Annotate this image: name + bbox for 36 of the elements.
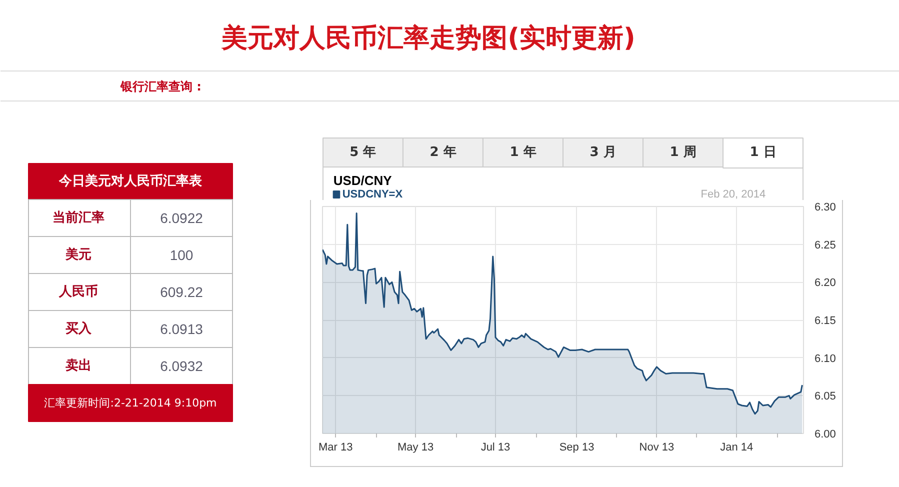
text: 汇率更新时间:2-21-2014 9:10pm [44, 396, 217, 410]
text: 美元对人民币汇率走势图(实时更新) [220, 24, 636, 54]
x-tick-label: Mar 13 [318, 442, 353, 454]
y-tick-label: 6.25 [814, 239, 836, 252]
data-label: 6.0922 [160, 210, 204, 226]
category-label: 卖出 [66, 358, 92, 374]
y-tick-label: 6.00 [814, 428, 836, 440]
x-tick-label: May 13 [398, 442, 434, 454]
text: 5 年 [350, 145, 376, 160]
chart-title: USD/CNY [333, 173, 392, 188]
y-tick-label: 6.15 [814, 315, 836, 327]
x-tick-label: Jul 13 [480, 442, 510, 454]
text: 1 年 [510, 145, 536, 160]
legend-label: USDCNY=X [342, 188, 404, 200]
data-label: 6.0932 [160, 358, 204, 374]
y-tick-label: 6.05 [814, 390, 836, 403]
data-label: 6.0913 [160, 321, 204, 337]
text: 1 周 [670, 145, 696, 160]
text: 今日美元对人民币汇率表 [58, 173, 203, 189]
x-tick-label: Jan 14 [720, 442, 754, 454]
x-tick-label: Nov 13 [639, 442, 674, 454]
text: 银行汇率查询 : [120, 80, 202, 94]
category-label: 美元 [64, 246, 92, 262]
text: 3 月 [590, 145, 616, 160]
category-label: 当前汇率 [52, 210, 104, 226]
y-tick-label: 6.10 [814, 352, 836, 365]
x-tick-label: Sep 13 [559, 442, 594, 454]
category-label: 买入 [66, 320, 92, 336]
text: 2 年 [430, 145, 456, 160]
y-tick-label: 6.30 [814, 202, 836, 214]
category-label: 人民币 [58, 284, 98, 300]
data-label: 100 [170, 247, 194, 263]
text: Feb 20, 2014 [700, 188, 766, 200]
text: 1 日 [750, 145, 776, 160]
data-label: 609.22 [160, 284, 204, 300]
y-tick-label: 6.20 [814, 277, 836, 290]
